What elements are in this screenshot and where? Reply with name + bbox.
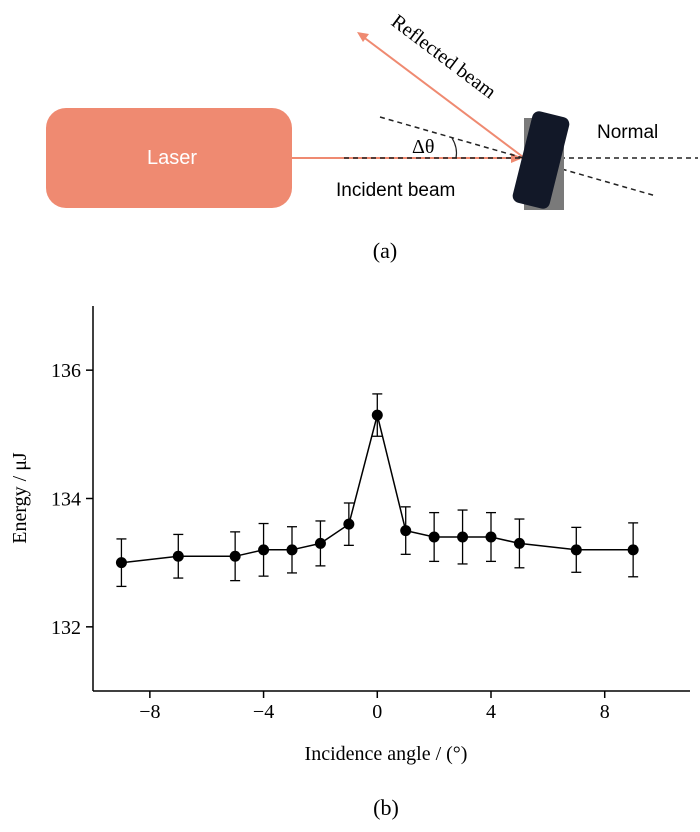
data-point xyxy=(314,537,326,549)
angle-label: Δθ xyxy=(412,136,434,158)
y-axis-label: Energy / μJ xyxy=(9,452,31,544)
y-tick-label: 132 xyxy=(51,617,81,639)
x-tick-label: 0 xyxy=(372,701,382,723)
caption-b: (b) xyxy=(373,795,399,820)
angle-arc xyxy=(451,137,458,159)
laser-box xyxy=(46,108,292,208)
data-point xyxy=(485,531,497,543)
laser-label: Laser xyxy=(147,147,197,169)
caption-a: (a) xyxy=(373,238,397,263)
data-point xyxy=(371,409,383,421)
reflected-beam-arrowhead xyxy=(357,32,369,42)
data-point xyxy=(229,550,241,562)
energy-chart: −8 −4 0 4 8 132 134 136 Incidence angle / (°) E… xyxy=(9,306,690,820)
data-point xyxy=(400,525,412,537)
data-point xyxy=(457,531,469,543)
x-tick-label: −8 xyxy=(139,701,160,723)
data-point xyxy=(627,544,639,556)
x-tick-label: 4 xyxy=(486,701,496,723)
data-point xyxy=(172,550,184,562)
y-tick-label: 136 xyxy=(51,360,81,382)
y-tick-label: 134 xyxy=(51,489,81,511)
panel-a: Laser Δθ Reflected beam Normal Incident … xyxy=(46,10,698,263)
reflected-beam-line xyxy=(361,35,524,158)
data-point xyxy=(428,531,440,543)
data-point xyxy=(258,544,270,556)
series-line xyxy=(121,414,634,564)
data-point xyxy=(570,544,582,556)
reflected-label: Reflected beam xyxy=(387,10,500,103)
x-tick-label: 8 xyxy=(600,701,610,723)
data-point xyxy=(513,537,525,549)
mirror xyxy=(512,111,570,209)
mirror-normal-line xyxy=(379,116,657,197)
normal-label: Normal xyxy=(597,122,658,143)
data-point xyxy=(286,544,298,556)
incident-label: Incident beam xyxy=(336,180,455,201)
data-point xyxy=(115,557,127,569)
x-axis-label: Incidence angle / (°) xyxy=(305,743,468,765)
x-tick-label: −4 xyxy=(253,701,274,723)
data-point xyxy=(343,518,355,530)
